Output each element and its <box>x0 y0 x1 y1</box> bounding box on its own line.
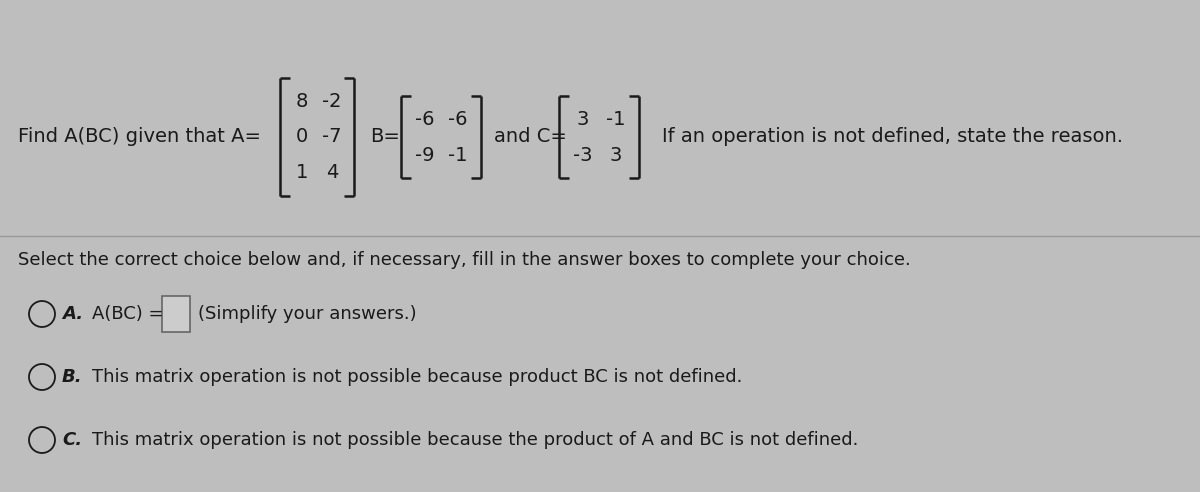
Text: B.: B. <box>62 368 83 386</box>
Text: 8: 8 <box>296 92 308 111</box>
Text: -2: -2 <box>323 92 342 111</box>
Text: 0: 0 <box>296 127 308 147</box>
Text: Select the correct choice below and, if necessary, fill in the answer boxes to c: Select the correct choice below and, if … <box>18 251 911 269</box>
Text: B=: B= <box>370 127 400 147</box>
Text: -7: -7 <box>323 127 342 147</box>
Text: 4: 4 <box>326 163 338 183</box>
Text: -1: -1 <box>448 146 467 164</box>
Text: A.: A. <box>62 305 83 323</box>
Text: and C=: and C= <box>494 127 566 147</box>
Text: If an operation is not defined, state the reason.: If an operation is not defined, state th… <box>662 127 1123 147</box>
Text: 3: 3 <box>610 146 622 164</box>
Text: (Simplify your answers.): (Simplify your answers.) <box>198 305 416 323</box>
FancyBboxPatch shape <box>162 296 190 332</box>
Text: 1: 1 <box>296 163 308 183</box>
Text: A(BC) =: A(BC) = <box>92 305 163 323</box>
Text: Find A(BC) given that A=: Find A(BC) given that A= <box>18 127 262 147</box>
Text: This matrix operation is not possible because product BC is not defined.: This matrix operation is not possible be… <box>92 368 743 386</box>
Text: -6: -6 <box>448 110 467 128</box>
Text: -6: -6 <box>415 110 434 128</box>
Text: -3: -3 <box>572 146 593 164</box>
Text: This matrix operation is not possible because the product of A and BC is not def: This matrix operation is not possible be… <box>92 431 858 449</box>
Text: C.: C. <box>62 431 82 449</box>
Text: -9: -9 <box>415 146 434 164</box>
Text: 3: 3 <box>576 110 589 128</box>
Text: -1: -1 <box>606 110 625 128</box>
